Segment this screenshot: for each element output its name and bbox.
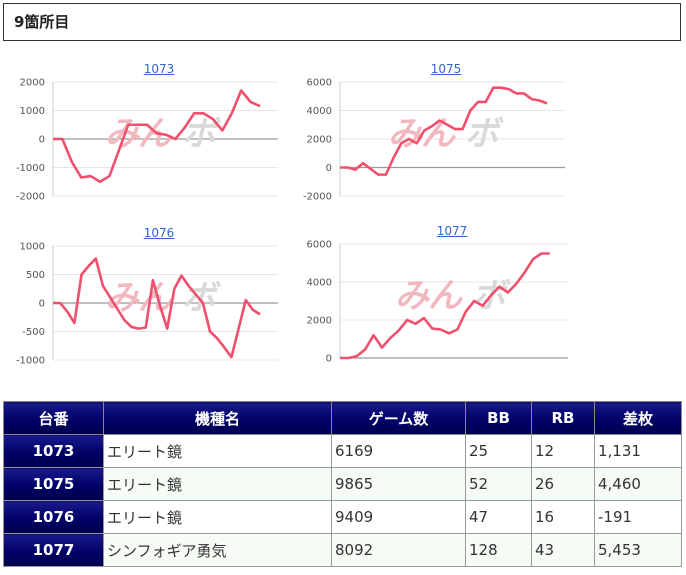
machine-no: 1076: [3, 500, 104, 534]
y-tick-label: 0: [326, 163, 332, 174]
games-count: 9865: [331, 467, 466, 501]
y-tick-label: 2000: [307, 135, 332, 146]
games-count: 9409: [331, 500, 466, 534]
table-row: 1077 シンフォギア勇気 8092 128 43 5,453: [3, 533, 682, 567]
bb-count: 47: [465, 500, 532, 534]
y-tick-label: -2000: [303, 192, 332, 203]
machine-no: 1077: [3, 533, 104, 567]
machine-name: シンフォギア勇気: [103, 533, 332, 567]
y-tick-label: 2000: [20, 78, 45, 89]
header-machine-no: 台番: [3, 401, 104, 435]
header-rb: RB: [531, 401, 595, 435]
chart-title-link[interactable]: 1077: [436, 224, 468, 238]
table-row: 1075 エリート鏡 9865 52 26 4,460: [3, 467, 682, 501]
table-row: 1073 エリート鏡 6169 25 12 1,131: [3, 434, 682, 468]
y-tick-label: -2000: [16, 192, 45, 203]
table-row: 1076 エリート鏡 9409 47 16 -191: [3, 500, 682, 534]
y-tick-label: 0: [326, 354, 332, 365]
chart-plot: 6000 4000 2000 0 -2000 みん ボ: [303, 78, 565, 203]
header-diff: 差枚: [594, 401, 682, 435]
y-tick-label: 6000: [307, 78, 332, 89]
section-title: 9箇所目: [3, 3, 681, 41]
rb-count: 43: [531, 533, 595, 567]
chart-title-link[interactable]: 1075: [430, 62, 462, 76]
watermark-logo: みん ボ: [388, 114, 504, 154]
table-header-row: 台番 機種名 ゲーム数 BB RB 差枚: [3, 401, 682, 435]
machine-name: エリート鏡: [103, 434, 332, 468]
rb-count: 26: [531, 467, 595, 501]
y-tick-label: 4000: [307, 106, 332, 117]
series-line: [53, 257, 261, 359]
y-tick-label: 2000: [307, 316, 332, 327]
machine-name: エリート鏡: [103, 467, 332, 501]
chart-title-link[interactable]: 1076: [143, 226, 175, 240]
y-tick-label: -1000: [16, 163, 45, 174]
y-tick-label: 4000: [307, 278, 332, 289]
diff-value: 1,131: [594, 434, 682, 468]
y-tick-label: 0: [39, 299, 45, 310]
series-line: [340, 252, 550, 360]
games-count: 6169: [331, 434, 466, 468]
diff-value: -191: [594, 500, 682, 534]
y-tick-label: 6000: [307, 240, 332, 251]
y-tick-label: -1000: [16, 356, 45, 367]
series-line: [340, 86, 548, 176]
diff-value: 4,460: [594, 467, 682, 501]
y-tick-label: 1000: [20, 106, 45, 117]
header-games: ゲーム数: [331, 401, 466, 435]
diff-value: 5,453: [594, 533, 682, 567]
y-tick-label: -500: [22, 327, 45, 338]
games-count: 8092: [331, 533, 466, 567]
watermark-logo: みん ボ: [395, 276, 511, 316]
chart-title-link[interactable]: 1073: [143, 62, 175, 76]
machine-table: 台番 機種名 ゲーム数 BB RB 差枚 1073 エリート鏡 6169 25 …: [3, 401, 682, 567]
chart-1075: 1075 6000 4000 2000 0 -2000 みん ボ: [290, 60, 580, 210]
header-machine-name: 機種名: [103, 401, 332, 435]
y-tick-label: 1000: [20, 242, 45, 253]
chart-plot: 6000 4000 2000 0 みん ボ: [307, 240, 568, 365]
machine-no: 1073: [3, 434, 104, 468]
machine-no: 1075: [3, 467, 104, 501]
machine-name: エリート鏡: [103, 500, 332, 534]
rb-count: 12: [531, 434, 595, 468]
chart-1077: 1077 6000 4000 2000 0 みん ボ: [290, 222, 580, 372]
series-line: [53, 89, 261, 184]
header-bb: BB: [465, 401, 532, 435]
chart-1073: 1073 2000 1000 0 -1000 -2000 みん ボ: [0, 60, 290, 210]
bb-count: 25: [465, 434, 532, 468]
y-tick-label: 0: [39, 135, 45, 146]
bb-count: 128: [465, 533, 532, 567]
rb-count: 16: [531, 500, 595, 534]
y-tick-label: 500: [26, 270, 45, 281]
bb-count: 52: [465, 467, 532, 501]
chart-1076: 1076 1000 500 0 -500 -1000 みん ボ: [0, 224, 290, 374]
